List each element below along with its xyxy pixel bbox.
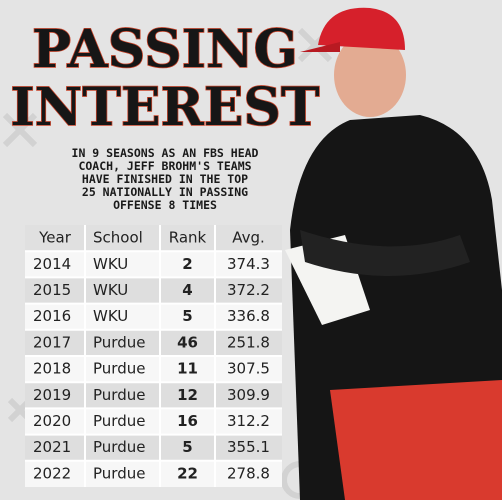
table-cell: Purdue xyxy=(93,412,145,430)
table-row xyxy=(25,356,282,383)
table-cell: Purdue xyxy=(93,360,145,378)
table: Year School Rank Avg. 2014 WKU 2 374.3 2015 WKU 4 3… xyxy=(25,225,282,487)
column-header: Rank xyxy=(169,229,207,247)
table-cell: 16 xyxy=(177,412,198,430)
table-cell: 46 xyxy=(177,333,198,351)
subtitle-line: IN 9 SEASONS AS AN FBS HEAD xyxy=(72,146,259,160)
table-cell: 2014 xyxy=(33,255,71,273)
table-row xyxy=(25,434,282,461)
table-row xyxy=(25,408,282,435)
table-cell: Purdue xyxy=(93,333,145,351)
table-cell: 2022 xyxy=(33,464,71,482)
table-cell: 2021 xyxy=(33,438,71,456)
table-cell: 251.8 xyxy=(227,333,270,351)
table-cell: 4 xyxy=(182,281,192,299)
table-cell: 2015 xyxy=(33,281,71,299)
subtitle-line: 25 NATIONALLY IN PASSING xyxy=(82,185,248,199)
table-cell: 12 xyxy=(177,386,198,404)
table-cell: 5 xyxy=(182,438,192,456)
subtitle-line: OFFENSE 8 TIMES xyxy=(113,198,217,212)
table-cell: 5 xyxy=(182,307,192,325)
title-line: PASSING xyxy=(32,19,298,80)
title-line: INTEREST xyxy=(10,77,320,138)
table-cell: 22 xyxy=(177,464,198,482)
table-cell: 2 xyxy=(182,255,192,273)
table-cell: 312.2 xyxy=(227,412,270,430)
subtitle-line: HAVE FINISHED IN THE TOP xyxy=(82,172,248,186)
table-cell: 2017 xyxy=(33,333,71,351)
table-row xyxy=(25,303,282,330)
table-cell: Purdue xyxy=(93,438,145,456)
table-row xyxy=(25,251,282,278)
table-row xyxy=(25,329,282,356)
subtitle-line: COACH, JEFF BROHM'S TEAMS xyxy=(78,159,251,173)
column-header: School xyxy=(93,229,143,247)
column-header: Year xyxy=(38,229,72,247)
table-cell: 11 xyxy=(177,360,198,378)
table-cell: 278.8 xyxy=(227,464,270,482)
table-cell: Purdue xyxy=(93,386,145,404)
table-row xyxy=(25,277,282,304)
table-row xyxy=(25,460,282,487)
table-cell: 2016 xyxy=(33,307,71,325)
table-cell: 309.9 xyxy=(227,386,270,404)
table-cell: Purdue xyxy=(93,464,145,482)
table-cell: WKU xyxy=(93,255,128,273)
table-cell: WKU xyxy=(93,281,128,299)
table-cell: 374.3 xyxy=(227,255,270,273)
header-row xyxy=(25,225,282,252)
column-header: Avg. xyxy=(232,229,265,247)
table-cell: 307.5 xyxy=(227,360,270,378)
table-cell: 2020 xyxy=(33,412,71,430)
table-cell: 355.1 xyxy=(227,438,270,456)
table-cell: WKU xyxy=(93,307,128,325)
table-cell: 2019 xyxy=(33,386,71,404)
coach-photo xyxy=(285,7,502,500)
table-cell: 2018 xyxy=(33,360,71,378)
table-cell: 336.8 xyxy=(227,307,270,325)
table-cell: 372.2 xyxy=(227,281,270,299)
table-row xyxy=(25,382,282,409)
